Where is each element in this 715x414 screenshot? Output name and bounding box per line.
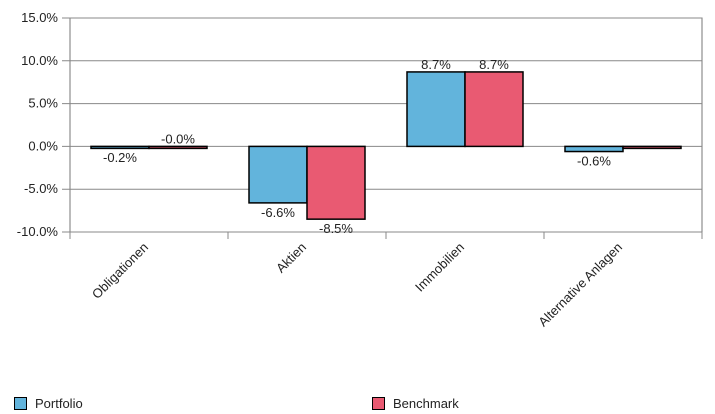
bar-portfolio-2 xyxy=(248,145,308,204)
y-tick-label: 0.0% xyxy=(28,138,58,153)
x-tick-label: Immobilien xyxy=(412,240,467,295)
bar-benchmark-3 xyxy=(464,71,524,148)
x-tick-label: Obligationen xyxy=(89,240,151,302)
bar-benchmark-4 xyxy=(622,145,682,150)
plot-frame xyxy=(69,17,703,233)
y-tick-label: 5.0% xyxy=(28,96,58,111)
bars xyxy=(90,71,682,220)
legend-swatch-portfolio xyxy=(14,397,27,410)
y-tick-label: 10.0% xyxy=(21,53,58,68)
bar-portfolio-3 xyxy=(406,71,466,148)
data-label: -0.6% xyxy=(577,154,611,169)
legend-label-benchmark: Benchmark xyxy=(393,396,459,411)
legend-item-benchmark: Benchmark xyxy=(372,396,459,411)
grid-lines xyxy=(62,17,703,239)
data-label: -6.6% xyxy=(261,205,295,220)
y-tick-label: -10.0% xyxy=(17,224,59,239)
data-label: 8.7% xyxy=(479,57,509,72)
data-label: -0.2% xyxy=(103,150,137,165)
legend-swatch-benchmark xyxy=(372,397,385,410)
y-axis-ticks: 15.0% 10.0% 5.0% 0.0% -5.0% -10.0% xyxy=(17,10,59,239)
y-tick-label: 15.0% xyxy=(21,10,58,25)
y-tick-label: -5.0% xyxy=(24,181,58,196)
data-labels: -0.2% -6.6% 8.7% -0.6% -0.0% -8.5% 8.7% xyxy=(103,57,611,236)
bar-benchmark-2 xyxy=(306,145,366,220)
legend-item-portfolio: Portfolio xyxy=(14,396,83,411)
data-label: 8.7% xyxy=(421,57,451,72)
data-label: -0.0% xyxy=(161,131,195,146)
data-label: -8.5% xyxy=(319,221,353,236)
bar-benchmark-1 xyxy=(148,145,208,150)
legend-label-portfolio: Portfolio xyxy=(35,396,83,411)
bar-portfolio-1 xyxy=(90,145,150,150)
x-tick-label: Alternative Anlagen xyxy=(535,240,625,330)
bar-portfolio-4 xyxy=(564,145,624,153)
x-axis-ticks: Obligationen Aktien Immobilien Alternative … xyxy=(89,240,625,330)
x-tick-label: Aktien xyxy=(273,240,309,276)
